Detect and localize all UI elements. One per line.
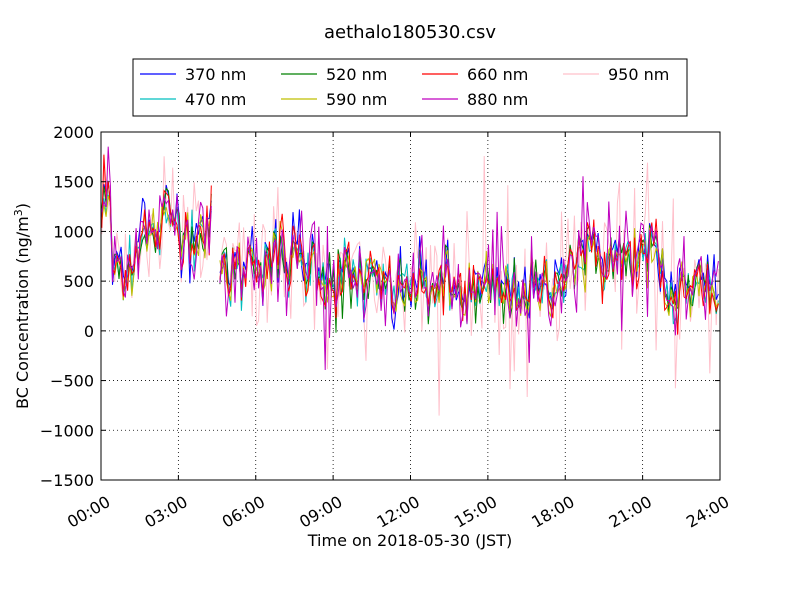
legend-label: 470 nm: [185, 90, 246, 109]
chart-title: aethalo180530.csv: [324, 22, 496, 43]
x-tick-label: 18:00: [528, 492, 577, 532]
x-axis-label: Time on 2018-05-30 (JST): [307, 531, 512, 550]
legend-box: [132, 58, 688, 117]
x-tick-label: 15:00: [451, 492, 500, 532]
y-axis-label-sup: 3: [12, 209, 25, 216]
legend-label: 880 nm: [467, 90, 528, 109]
x-tick-label: 12:00: [373, 492, 422, 532]
y-tick-label: 1500: [53, 173, 94, 192]
y-axis-label-text: BC Concentration (ng/m: [13, 216, 32, 409]
x-tick-label: 21:00: [606, 492, 655, 532]
y-tick-label: −500: [50, 372, 94, 391]
x-tick-label: 24:00: [683, 492, 732, 532]
legend-label: 950 nm: [608, 65, 669, 84]
y-tick-label: 1000: [53, 222, 94, 241]
plot-area: 00:00 03:00 06:00 09:00 12:00 15:00 18:00 21:00…: [40, 123, 733, 532]
series-line-880-nm: [101, 146, 719, 371]
legend-label: 370 nm: [185, 65, 246, 84]
x-tick-label: 03:00: [141, 492, 190, 532]
legend-label: 590 nm: [326, 90, 387, 109]
x-tick-label: 06:00: [219, 492, 268, 532]
series-lines: [101, 146, 719, 416]
x-tick-label: 00:00: [64, 492, 113, 532]
x-tick-label: 09:00: [296, 492, 345, 532]
y-tick-label: 500: [63, 272, 94, 291]
y-tick-label: −1000: [40, 421, 94, 440]
legend-label: 520 nm: [326, 65, 387, 84]
legend-label: 660 nm: [467, 65, 528, 84]
y-tick-label: 0: [84, 322, 94, 341]
y-axis-label: BC Concentration (ng/m3): [12, 203, 33, 409]
legend: 370 nm 470 nm 520 nm 590 nm 660 nm 880 nm 950 …: [132, 58, 688, 117]
y-axis-label-suffix: ): [13, 203, 32, 209]
y-tick-label: −1500: [40, 471, 94, 490]
y-tick-label: 2000: [53, 123, 94, 142]
